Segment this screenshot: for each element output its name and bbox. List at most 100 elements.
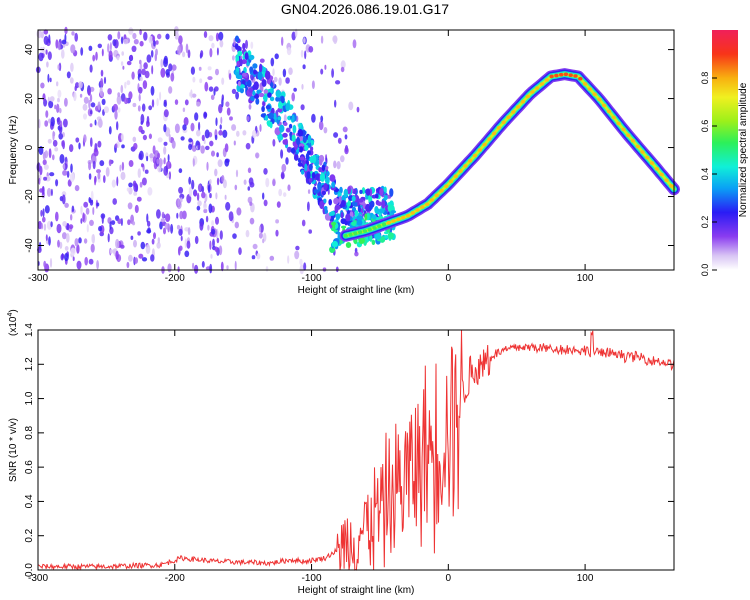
noise-band-speck	[365, 203, 371, 212]
noise-speck	[250, 41, 254, 49]
noise-speck	[156, 209, 161, 219]
noise-speck	[179, 210, 184, 220]
noise-speck	[221, 77, 225, 85]
noise-speck	[285, 77, 290, 84]
noise-speck	[61, 49, 65, 59]
spectrogram-x-ticks: -300 -200 -100 0 100	[28, 30, 594, 284]
noise-speck	[226, 107, 231, 116]
ridge-peak	[362, 229, 368, 233]
noise-speck	[160, 218, 166, 223]
noise-speck	[274, 53, 279, 60]
noise-speck	[115, 238, 120, 249]
noise-blob-speck	[371, 239, 376, 245]
noise-speck	[163, 165, 169, 176]
noise-speck	[90, 190, 94, 201]
noise-band-speck	[308, 163, 313, 171]
noise-speck	[192, 158, 195, 167]
noise-speck	[320, 35, 324, 44]
noise-blob-speck	[335, 231, 341, 235]
ridge-peak	[420, 205, 425, 209]
noise-speck	[214, 168, 218, 177]
noise-speck	[89, 199, 94, 206]
noise-band-speck	[359, 189, 363, 194]
noise-speck	[198, 66, 202, 71]
noise-speck	[335, 80, 341, 85]
noise-speck	[140, 113, 145, 124]
noise-speck	[287, 255, 290, 264]
noise-speck	[216, 177, 220, 186]
noise-speck	[90, 137, 93, 148]
noise-speck	[38, 177, 41, 185]
ridge-peak	[415, 208, 420, 212]
ridge-peak	[381, 222, 387, 227]
noise-speck	[207, 184, 211, 194]
noise-speck	[178, 186, 184, 194]
noise-speck	[97, 101, 101, 111]
noise-speck	[54, 104, 57, 110]
noise-speck	[120, 84, 124, 94]
noise-band-speck	[255, 98, 260, 105]
noise-speck	[196, 205, 201, 211]
noise-speck	[105, 167, 110, 177]
noise-speck	[249, 181, 255, 188]
snr-plot-area	[38, 330, 674, 570]
noise-speck	[41, 222, 43, 230]
noise-blob-speck	[356, 219, 363, 226]
colorbar-ticks: 0.0 0.2 0.4 0.6 0.8	[700, 72, 717, 276]
noise-band-speck	[258, 92, 265, 98]
noise-band-speck	[299, 146, 304, 153]
chart-title: GN04.2026.086.19.01.G17	[281, 1, 449, 17]
noise-speck	[66, 71, 71, 79]
noise-speck	[109, 248, 113, 254]
noise-band-speck	[318, 167, 323, 173]
noise-speck	[163, 227, 166, 235]
noise-speck	[43, 223, 47, 231]
noise-speck	[148, 36, 154, 44]
noise-speck	[215, 216, 219, 225]
noise-speck	[122, 65, 125, 70]
noise-speck	[90, 102, 96, 108]
noise-speck	[194, 264, 199, 274]
noise-speck	[178, 35, 183, 45]
noise-band-speck	[328, 199, 333, 206]
noise-speck	[50, 116, 55, 127]
ridge-peak	[468, 159, 473, 163]
ridge-peak	[659, 172, 664, 177]
noise-speck	[188, 143, 193, 151]
ridge-peak	[458, 169, 463, 173]
noise-speck	[238, 247, 242, 256]
noise-speck	[151, 65, 154, 75]
noise-speck	[140, 241, 146, 250]
noise-speck	[157, 33, 162, 40]
noise-speck	[42, 151, 46, 161]
noise-speck	[55, 211, 59, 222]
noise-speck	[107, 88, 112, 95]
noise-speck	[80, 47, 84, 56]
noise-speck	[262, 238, 265, 244]
ridge-peak	[573, 74, 578, 78]
noise-speck	[61, 39, 67, 45]
noise-speck	[344, 134, 348, 140]
noise-speck	[348, 101, 354, 111]
noise-speck	[43, 35, 49, 46]
noise-speck	[221, 94, 224, 102]
ridge-peak	[463, 164, 468, 168]
noise-speck	[139, 40, 144, 47]
snr-multiplier: (x104)	[7, 309, 19, 336]
noise-speck	[56, 117, 61, 125]
noise-speck	[38, 118, 41, 129]
noise-speck	[139, 28, 142, 36]
y-tick-label: 40	[24, 44, 35, 56]
noise-speck	[210, 94, 215, 101]
noise-band-speck	[244, 52, 249, 60]
noise-band-speck	[262, 101, 266, 107]
noise-speck	[233, 38, 236, 46]
noise-speck	[286, 146, 292, 153]
noise-speck	[225, 201, 231, 211]
noise-speck	[160, 67, 166, 78]
noise-speck	[96, 169, 101, 174]
noise-speck	[197, 141, 201, 151]
noise-speck	[101, 98, 106, 106]
noise-band-speck	[365, 188, 371, 196]
noise-band-speck	[335, 213, 341, 221]
